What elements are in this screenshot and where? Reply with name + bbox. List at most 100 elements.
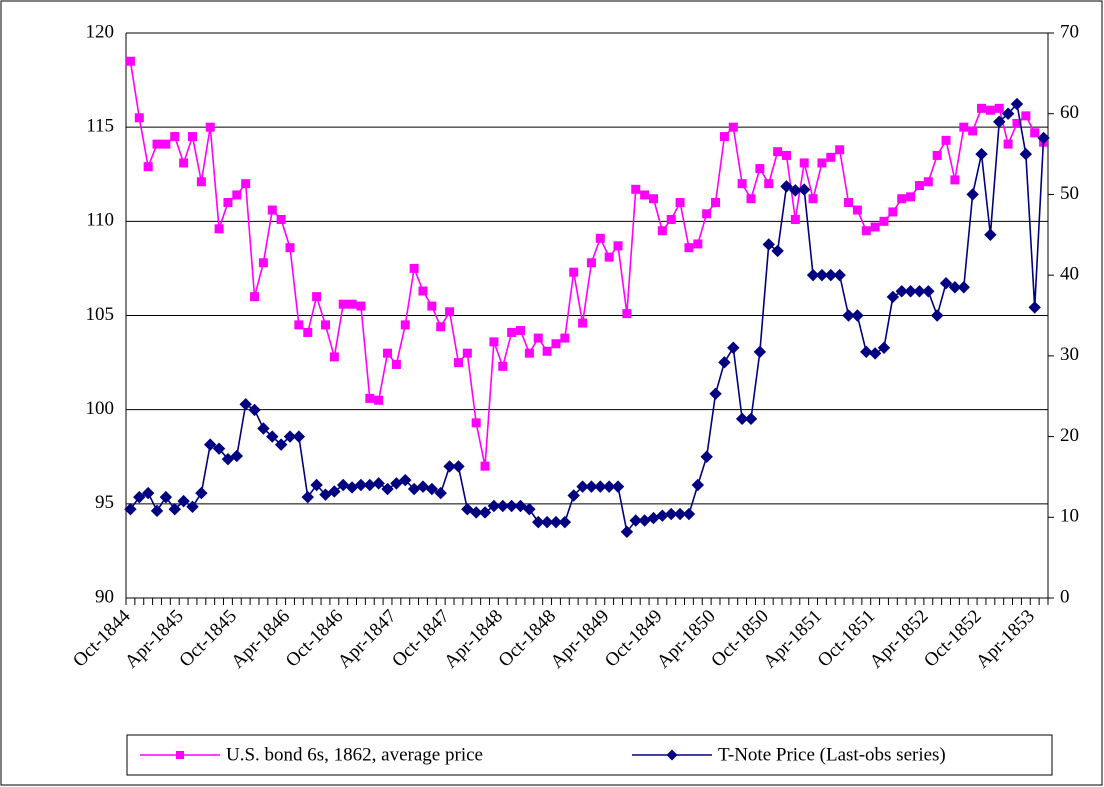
point: [507, 327, 517, 337]
point: [427, 301, 437, 311]
point: [789, 184, 802, 197]
point: [684, 243, 694, 253]
point: [585, 480, 598, 493]
point: [230, 449, 244, 463]
point: [744, 412, 758, 426]
point: [824, 268, 838, 282]
point: [753, 345, 767, 359]
point: [755, 164, 765, 174]
point: [764, 179, 774, 189]
point: [1003, 139, 1013, 149]
point: [861, 226, 871, 236]
point: [923, 177, 933, 187]
point: [673, 507, 687, 521]
point: [950, 175, 960, 185]
point: [496, 499, 509, 513]
point: [790, 214, 800, 224]
point: [400, 320, 410, 330]
point: [691, 478, 705, 492]
point: [657, 226, 667, 236]
point: [505, 499, 518, 513]
point: [737, 179, 747, 189]
point: [445, 307, 455, 317]
point: [365, 393, 375, 403]
point: [648, 194, 658, 204]
point: [186, 500, 199, 514]
point: [771, 244, 784, 258]
point: [702, 209, 712, 219]
point: [975, 147, 988, 161]
point: [336, 478, 350, 492]
point: [320, 320, 330, 330]
point: [932, 150, 942, 160]
y-tick-label: 95: [95, 492, 114, 513]
point: [487, 499, 501, 513]
point: [1030, 128, 1040, 138]
point: [851, 309, 864, 322]
point: [134, 113, 144, 123]
y2-tick-label: 10: [1060, 506, 1079, 527]
point: [390, 477, 403, 490]
point: [540, 515, 554, 529]
point: [700, 450, 713, 463]
point: [877, 341, 891, 354]
point: [319, 488, 332, 501]
point: [781, 150, 791, 160]
point: [312, 292, 322, 302]
point: [842, 309, 855, 322]
point: [860, 345, 873, 359]
point: [267, 205, 277, 215]
point: [1010, 97, 1024, 111]
point: [914, 181, 924, 191]
point: [835, 145, 845, 155]
point: [471, 418, 481, 428]
point: [558, 515, 572, 529]
point: [356, 301, 366, 311]
point: [773, 147, 783, 157]
y2-tick-label: 40: [1060, 264, 1079, 285]
point: [391, 359, 401, 369]
point: [948, 281, 962, 294]
point: [594, 480, 607, 493]
point: [844, 198, 854, 207]
point: [469, 506, 483, 519]
point: [966, 188, 979, 201]
point: [560, 333, 570, 343]
point: [799, 158, 809, 168]
point: [301, 490, 314, 504]
point: [258, 258, 268, 268]
point: [232, 190, 242, 200]
point: [586, 258, 596, 268]
point: [957, 281, 970, 294]
point: [576, 480, 589, 493]
point: [551, 339, 561, 349]
point: [489, 337, 499, 347]
point: [205, 122, 215, 132]
point: [631, 184, 641, 194]
point: [895, 285, 908, 298]
point: [613, 241, 623, 251]
point: [817, 158, 827, 168]
point: [434, 486, 447, 500]
point: [514, 499, 527, 513]
point: [879, 216, 889, 226]
point: [567, 489, 580, 502]
point: [604, 252, 614, 262]
point: [719, 132, 729, 142]
point: [718, 356, 731, 369]
point: [977, 103, 987, 113]
point: [620, 525, 634, 539]
point: [682, 507, 696, 521]
point: [640, 190, 650, 200]
point: [195, 486, 208, 500]
point: [187, 132, 197, 142]
point: [133, 490, 146, 504]
point: [939, 277, 953, 290]
point: [204, 438, 217, 451]
point: [941, 135, 951, 145]
point: [416, 480, 430, 493]
point: [868, 347, 882, 360]
point: [746, 194, 756, 204]
point: [666, 214, 676, 224]
